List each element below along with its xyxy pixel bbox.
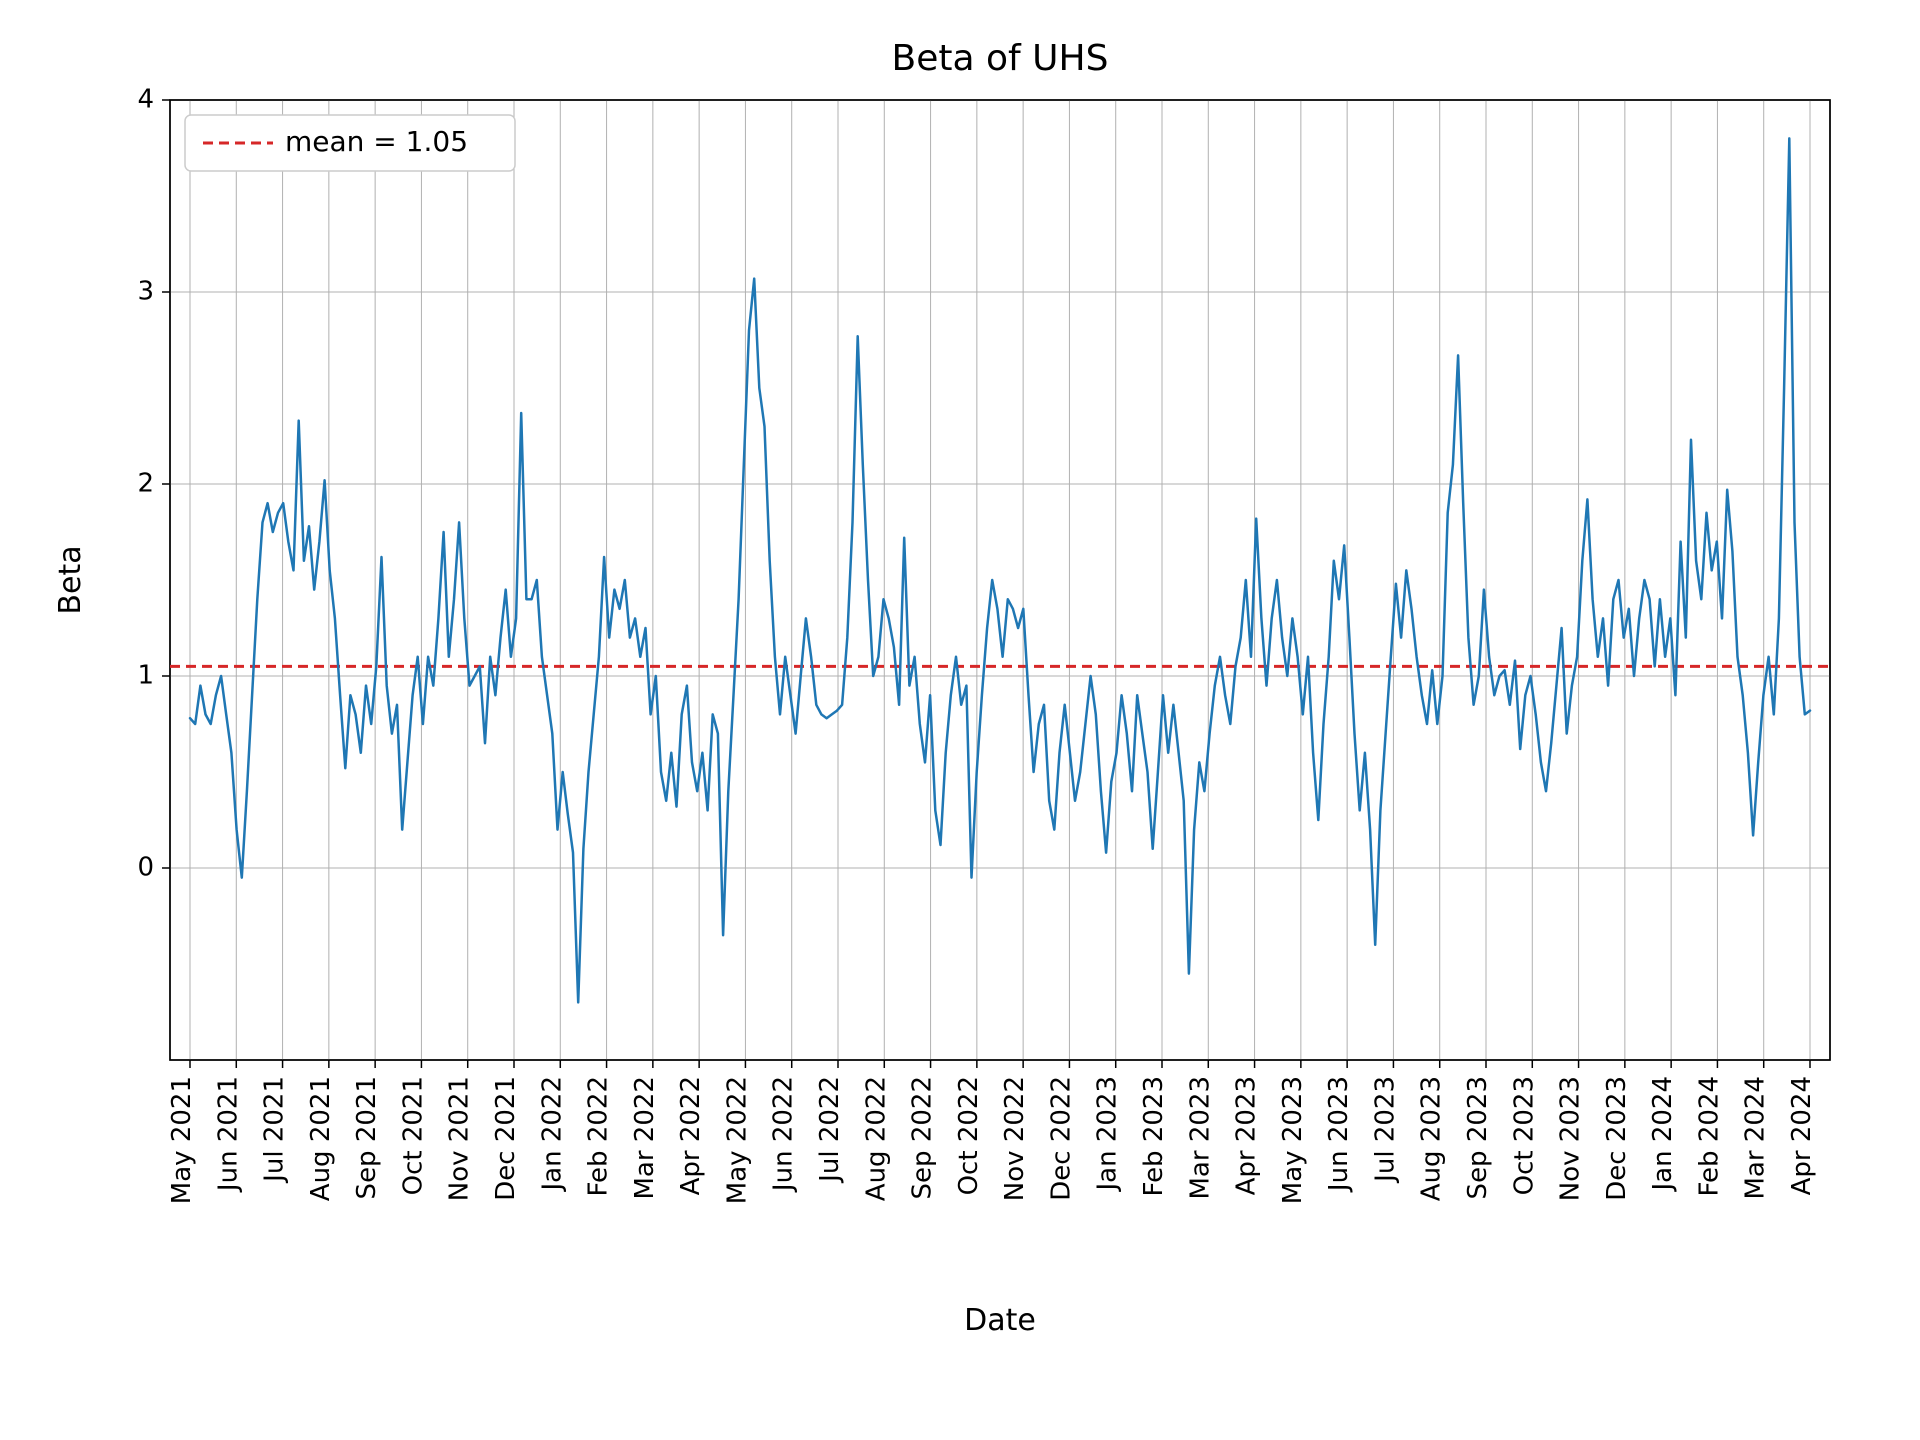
legend-label: mean = 1.05 [285, 125, 468, 158]
x-tick-label: Jun 2022 [769, 1076, 799, 1193]
y-tick-label: 4 [137, 85, 154, 115]
y-axis-label: Beta [53, 545, 88, 614]
x-tick-label: Dec 2023 [1602, 1076, 1632, 1201]
legend: mean = 1.05 [185, 115, 515, 171]
x-tick-label: Jul 2023 [1370, 1076, 1400, 1184]
y-tick-label: 1 [137, 661, 154, 691]
beta-chart: May 2021 Jun 2021 Jul 2021 Aug 2021 Sep 2021… [0, 0, 1920, 1440]
x-tick-label: Mar 2022 [630, 1076, 660, 1200]
x-tick-label: Nov 2023 [1556, 1076, 1586, 1201]
x-tick-label: Jan 2023 [1093, 1076, 1123, 1193]
y-tick-labels: 0 1 2 3 4 [137, 85, 154, 883]
x-tick-label: Sep 2022 [908, 1076, 938, 1199]
x-tick-label: Aug 2023 [1417, 1076, 1447, 1201]
x-tick-label: Sep 2021 [352, 1076, 382, 1199]
chart-title: Beta of UHS [892, 38, 1109, 79]
x-tick-label: Aug 2022 [861, 1076, 891, 1201]
x-tick-label: Oct 2021 [398, 1076, 428, 1195]
x-tick-label: Jul 2022 [815, 1076, 845, 1184]
x-axis-label: Date [964, 1303, 1036, 1338]
x-tick-label: May 2021 [167, 1076, 197, 1204]
y-tick-label: 3 [137, 277, 154, 307]
x-tick-label: Jun 2021 [213, 1076, 243, 1193]
x-tick-labels: May 2021 Jun 2021 Jul 2021 Aug 2021 Sep 2021… [167, 1076, 1817, 1204]
x-tick-label: Sep 2023 [1463, 1076, 1493, 1199]
x-tick-label: Jan 2022 [537, 1076, 567, 1193]
x-tick-label: Apr 2022 [676, 1076, 706, 1195]
y-tick-label: 2 [137, 469, 154, 499]
x-tick-label: Feb 2023 [1139, 1076, 1169, 1196]
x-tick-label: Oct 2023 [1509, 1076, 1539, 1195]
x-tick-label: Apr 2024 [1787, 1076, 1817, 1195]
y-tick-label: 0 [137, 853, 154, 883]
x-tick-label: Feb 2024 [1694, 1076, 1724, 1196]
x-tick-label: Nov 2021 [445, 1076, 475, 1201]
x-tick-label: May 2023 [1278, 1076, 1308, 1204]
x-tick-label: Nov 2022 [1000, 1076, 1030, 1201]
x-tick-label: Oct 2022 [954, 1076, 984, 1195]
x-tick-label: Dec 2021 [491, 1076, 521, 1201]
x-tick-label: Apr 2023 [1232, 1076, 1262, 1195]
x-tick-label: Feb 2022 [584, 1076, 614, 1196]
x-tick-label: Mar 2023 [1185, 1076, 1215, 1200]
x-tick-label: Mar 2024 [1741, 1076, 1771, 1200]
x-tick-label: May 2022 [722, 1076, 752, 1204]
x-tick-label: Dec 2022 [1046, 1076, 1076, 1201]
chart-container: May 2021 Jun 2021 Jul 2021 Aug 2021 Sep 2021… [0, 0, 1920, 1440]
x-tick-label: Jun 2023 [1324, 1076, 1354, 1193]
x-tick-label: Jan 2024 [1648, 1076, 1678, 1193]
x-tick-label: Jul 2021 [260, 1076, 290, 1184]
x-tick-label: Aug 2021 [306, 1076, 336, 1201]
